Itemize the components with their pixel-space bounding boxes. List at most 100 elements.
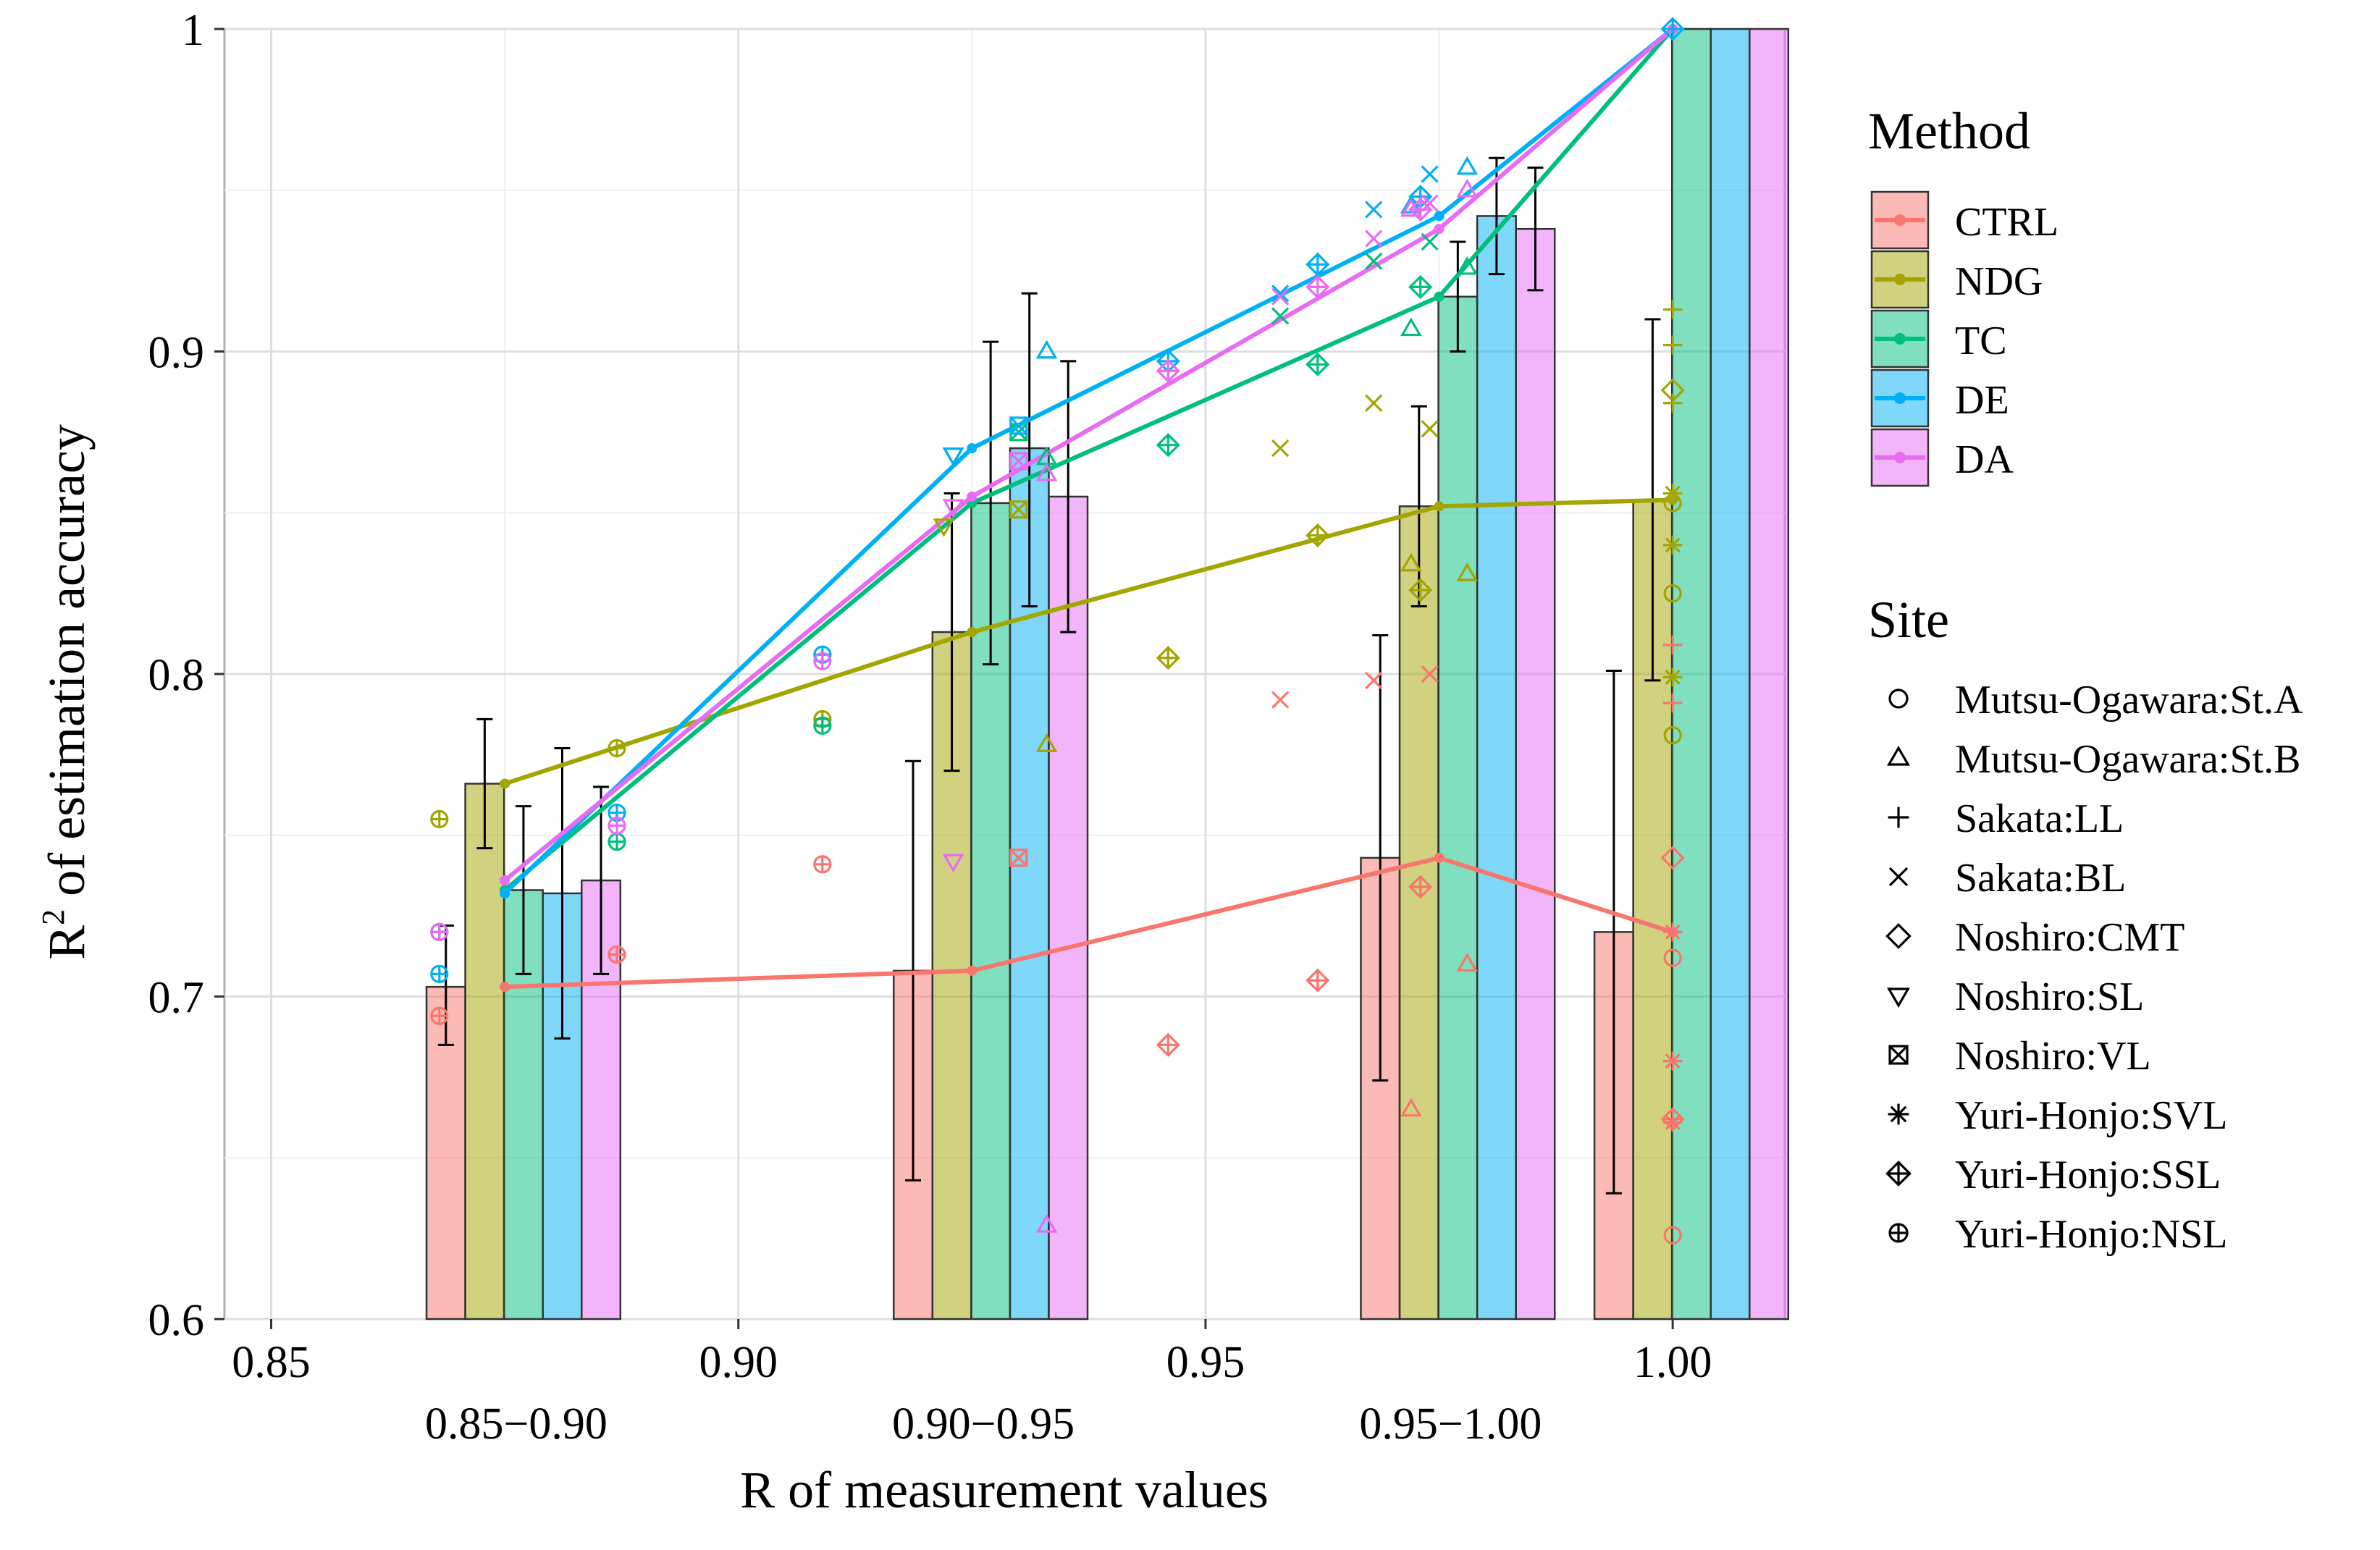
point-ndg-cross [1271, 439, 1290, 458]
method-legend-item: DA [1870, 428, 2014, 487]
site-legend-marker-circle [1888, 688, 1909, 709]
point-ndg-asterisk [1662, 535, 1683, 555]
point-ctrl-plus [1662, 635, 1683, 655]
point-de-triangle [1456, 156, 1479, 175]
x-tick-label: 0.95 [1166, 1338, 1245, 1387]
group-label: 0.90−0.95 [892, 1399, 1075, 1449]
point-ndg-triangle [1035, 733, 1058, 752]
point-ctrl-asterisk [1662, 922, 1683, 942]
point-da-cross [1271, 287, 1290, 306]
point-tc-triangle [1400, 317, 1422, 337]
point-tc-cross [1365, 252, 1383, 270]
y-axis-title: R2 of estimation accuracy [35, 424, 96, 960]
site-legend-label: Yuri-Honjo:SSL [1955, 1153, 2221, 1197]
point-tc-diamond-plus [1156, 433, 1180, 458]
point-da-triangle [1456, 178, 1479, 198]
site-legend-item: Mutsu-Ogawara:St.A [1888, 678, 2303, 723]
point-da-triangle [1035, 462, 1058, 481]
site-legend-marker-triangle [1887, 746, 1910, 766]
bar-da [1515, 227, 1556, 1321]
x-tick-label: 0.90 [699, 1338, 778, 1387]
y-tick-label: 0.8 [148, 651, 205, 700]
point-de-cross [1421, 165, 1439, 183]
point-de-triangle [1035, 340, 1058, 359]
point-ctrl-asterisk [1662, 1113, 1683, 1132]
site-legend-label: Mutsu-Ogawara:St.B [1955, 737, 2301, 782]
line-point-da [1434, 224, 1445, 235]
line-de [503, 27, 1675, 896]
line-tc [503, 28, 1675, 892]
point-da-circle-plus [430, 922, 449, 942]
line-da [503, 27, 1675, 883]
point-ndg-asterisk [1662, 667, 1683, 687]
point-tc-circle-plus [607, 833, 626, 851]
site-legend-label: Sakata:LL [1955, 796, 2124, 841]
point-ndg-square-x [1009, 500, 1028, 519]
point-ctrl-cross [1271, 691, 1290, 709]
site-legend-item: Yuri-Honjo:SVL [1888, 1093, 2227, 1138]
point-da-diamond-plus [1305, 274, 1330, 299]
point-tc-triangle [1456, 256, 1479, 275]
point-ndg-cross [1365, 394, 1383, 412]
point-tc-diamond-plus [1408, 274, 1433, 299]
line-point-de [500, 888, 510, 898]
line-ndg [504, 497, 1673, 786]
point-ctrl-circle-plus [813, 855, 832, 874]
point-ctrl-diamond-plus [1408, 875, 1433, 899]
site-legend-item: Noshiro:CMT [1885, 915, 2185, 960]
method-legend-title: Method [1868, 102, 2030, 160]
point-ctrl-asterisk [1662, 1051, 1683, 1071]
site-legend-marker-plus [1888, 806, 1909, 828]
point-ndg-triangle [1400, 552, 1422, 572]
site-legend-item: Noshiro:SL [1887, 974, 2144, 1019]
lines-layer [500, 24, 1678, 993]
site-legend-marker-diamond-plus [1885, 1161, 1912, 1187]
point-tc-circle-plus [813, 716, 832, 735]
point-de-diamond-plus [1305, 252, 1330, 277]
line-point-ctrl [500, 982, 510, 993]
point-ndg-diamond-plus [1305, 523, 1330, 547]
method-legend-dot [1894, 274, 1906, 285]
group-label: 0.95−1.00 [1359, 1399, 1542, 1449]
site-legend-title: Site [1868, 591, 1949, 649]
point-da-triangle [1035, 1213, 1058, 1233]
method-legend-label: NDG [1955, 259, 2043, 304]
point-da-diamond-plus [1156, 358, 1180, 383]
line-point-da [500, 875, 510, 886]
point-ctrl-triangle [1400, 1098, 1422, 1117]
point-ctrl-circle-plus [430, 1006, 449, 1025]
point-ctrl-circle [1663, 1226, 1682, 1244]
point-de-cross [1271, 285, 1290, 303]
method-legend-dot [1894, 333, 1906, 345]
point-ndg-diamond-plus [1408, 578, 1433, 602]
line-point-ctrl [967, 965, 977, 976]
point-da-triangle-down [942, 499, 964, 518]
point-ctrl-square-x [1009, 848, 1028, 867]
point-de-circle-plus [430, 964, 449, 983]
method-legend-item: NDG [1870, 250, 2043, 309]
site-legend-item: Sakata:LL [1888, 796, 2124, 841]
site-legend-marker-circle-plus [1888, 1223, 1909, 1243]
site-legend-label: Noshiro:CMT [1955, 915, 2185, 960]
bar-ndg [1398, 505, 1439, 1321]
point-ctrl-plus [1662, 693, 1683, 713]
point-ctrl-diamond-plus [1305, 968, 1330, 993]
site-legend-marker-cross [1888, 867, 1909, 887]
errorbar-layer [437, 156, 1661, 1195]
point-ndg-circle-plus [607, 738, 626, 758]
point-ndg-circle [1663, 494, 1682, 513]
point-ndg-plus [1662, 335, 1683, 355]
method-legend-label: TC [1955, 319, 2007, 363]
point-ctrl-diamond-plus [1156, 1032, 1180, 1057]
line-point-tc [1434, 291, 1445, 302]
axes-layer: 0.6 0.7 0.8 0.9 1 0.85 0.90 0.95 1.00 0.85−0.90 0.… [148, 6, 1712, 1449]
point-ndg-plus [1662, 300, 1683, 319]
x-tick-label: 0.85 [232, 1338, 311, 1387]
point-ctrl-triangle [1456, 953, 1479, 972]
method-legend: Method CTRL NDG TC DE DA [1868, 102, 2059, 487]
site-legend-marker-square-x [1888, 1045, 1909, 1065]
line-point-ndg [967, 627, 977, 638]
bar-ndg [464, 783, 505, 1321]
point-da-circle-plus [607, 816, 626, 835]
